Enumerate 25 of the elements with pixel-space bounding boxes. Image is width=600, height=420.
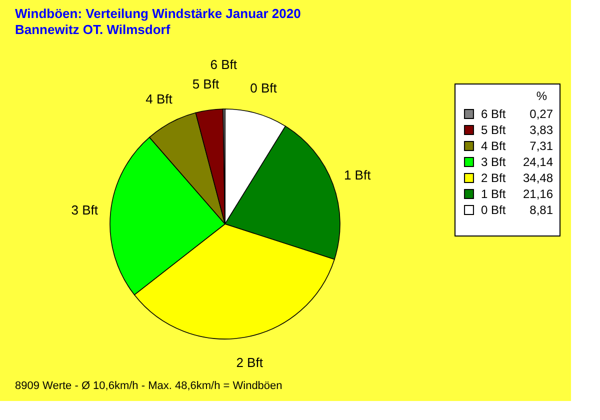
slice-label: 3 Bft: [71, 202, 98, 218]
legend-title: %: [536, 89, 548, 103]
data-label: 21,16: [522, 187, 554, 201]
slice-label: 0 Bft: [250, 80, 278, 96]
legend-label: 5 Bft: [481, 123, 506, 137]
legend-label: 3 Bft: [481, 155, 506, 169]
slice-label: 5 Bft: [192, 76, 220, 92]
data-label: 8,81: [530, 203, 554, 217]
legend-label: 4 Bft: [481, 139, 506, 153]
legend-label: 1 Bft: [481, 187, 506, 201]
chart-title: Windböen: Verteilung Windstärke Januar 2020: [15, 6, 301, 22]
data-label: 7,31: [530, 139, 554, 153]
legend-label: 6 Bft: [481, 107, 506, 121]
slice-label: 6 Bft: [210, 57, 238, 72]
chart-subtitle: Bannewitz OT. Wilmsdorf: [15, 22, 171, 38]
slice-label: 1 Bft: [344, 167, 372, 182]
data-label: 0,27: [530, 107, 554, 121]
legend-label: 0 Bft: [481, 203, 506, 217]
data-label: 3,83: [530, 123, 554, 137]
slice-label: 4 Bft: [146, 91, 173, 106]
data-label: 24,14: [522, 155, 554, 169]
slice-label: 2 Bft: [236, 354, 264, 370]
legend-label: 2 Bft: [481, 171, 506, 185]
text: 8909 Werte - Ø 10,6km/h - Max. 48,6km/h = Windböen: [15, 380, 282, 392]
data-label: 34,48: [522, 171, 554, 185]
